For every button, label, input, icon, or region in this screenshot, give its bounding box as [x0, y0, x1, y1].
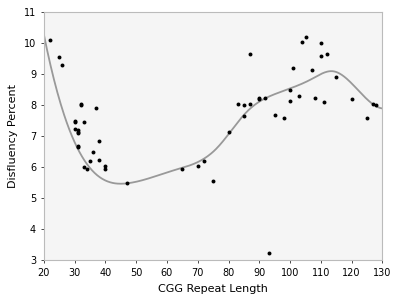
Point: [281, 115, 287, 120]
Point: [179, 167, 186, 172]
Point: [324, 52, 330, 56]
Point: [74, 143, 81, 148]
Point: [87, 159, 93, 164]
Point: [296, 94, 302, 98]
Point: [302, 35, 309, 40]
Point: [71, 120, 78, 125]
Point: [210, 179, 216, 184]
Point: [74, 129, 81, 134]
Point: [47, 38, 53, 43]
Point: [370, 101, 376, 106]
Point: [290, 66, 296, 71]
Point: [78, 103, 84, 108]
Point: [262, 95, 269, 100]
Point: [124, 181, 130, 185]
Point: [299, 39, 306, 44]
Point: [272, 112, 278, 117]
Point: [256, 97, 262, 101]
Point: [287, 88, 293, 92]
Point: [234, 101, 241, 106]
Point: [74, 145, 81, 150]
Point: [74, 128, 81, 133]
Point: [93, 106, 99, 111]
Point: [74, 131, 81, 136]
Point: [225, 129, 232, 134]
Point: [71, 126, 78, 131]
Point: [102, 167, 108, 172]
Point: [96, 139, 102, 143]
Point: [102, 163, 108, 168]
Point: [241, 114, 247, 119]
Point: [90, 149, 96, 154]
Point: [312, 95, 318, 100]
Point: [81, 165, 87, 170]
Point: [318, 41, 324, 46]
Point: [78, 101, 84, 106]
Point: [81, 120, 87, 125]
Point: [333, 75, 340, 80]
X-axis label: CGG Repeat Length: CGG Repeat Length: [158, 284, 268, 294]
Point: [247, 101, 253, 106]
Point: [348, 97, 355, 101]
Point: [364, 115, 370, 120]
Y-axis label: Disfluency Percent: Disfluency Percent: [8, 84, 18, 188]
Point: [247, 52, 253, 56]
Point: [308, 67, 315, 72]
Point: [373, 103, 380, 108]
Point: [201, 159, 207, 164]
Point: [256, 95, 262, 100]
Point: [287, 98, 293, 103]
Point: [71, 118, 78, 123]
Point: [265, 250, 272, 255]
Point: [194, 163, 201, 168]
Point: [96, 157, 102, 162]
Point: [241, 103, 247, 108]
Point: [321, 100, 327, 105]
Point: [59, 63, 66, 67]
Point: [56, 55, 62, 60]
Point: [318, 53, 324, 58]
Point: [84, 167, 90, 172]
